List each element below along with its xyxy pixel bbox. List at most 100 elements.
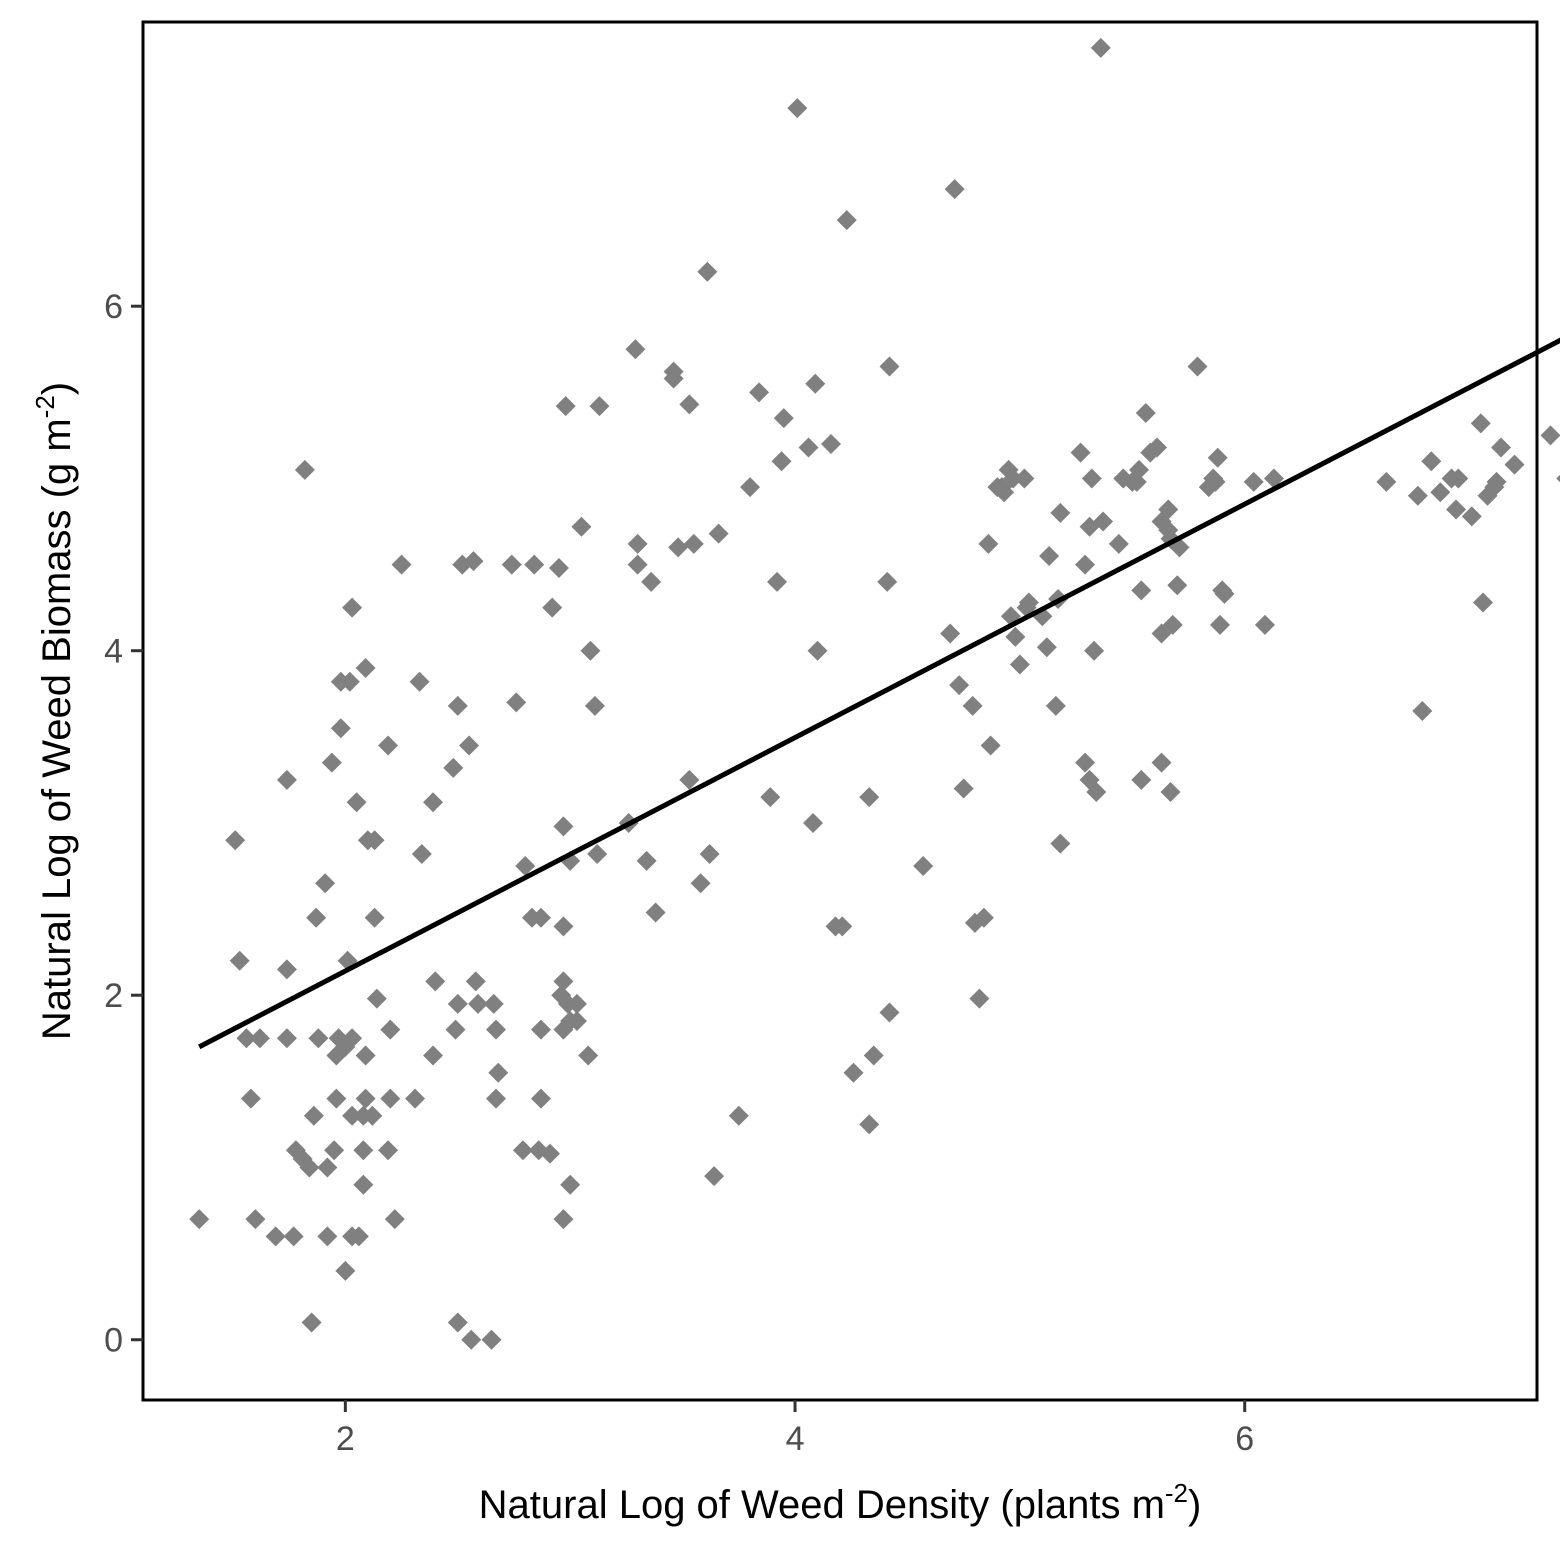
data-point <box>859 1114 880 1135</box>
data-point <box>877 571 898 592</box>
data-point <box>468 993 489 1014</box>
data-point <box>1045 695 1066 716</box>
data-point <box>353 1140 374 1161</box>
data-point <box>843 1062 864 1083</box>
data-point <box>699 843 720 864</box>
data-point <box>836 210 857 231</box>
x-axis-ticks: 2 4 6 <box>336 1400 1254 1458</box>
data-point <box>553 971 574 992</box>
data-point <box>1086 781 1107 802</box>
data-point <box>940 623 961 644</box>
data-point <box>488 1062 509 1083</box>
x-axis-title: Natural Log of Weed Density (plants m-2) <box>479 1478 1202 1527</box>
data-point <box>1018 592 1039 613</box>
data-point <box>805 373 826 394</box>
data-point <box>553 1209 574 1230</box>
data-point <box>506 692 527 713</box>
data-point <box>443 757 464 778</box>
data-point <box>1209 614 1230 635</box>
data-point <box>485 1019 506 1040</box>
data-point <box>767 571 788 592</box>
data-point <box>378 735 399 756</box>
data-point <box>1158 499 1179 520</box>
data-point <box>380 1019 401 1040</box>
data-point <box>1084 640 1105 661</box>
data-point <box>807 640 828 661</box>
data-point <box>1254 614 1275 635</box>
data-point <box>245 1209 266 1230</box>
y-tick-label: 6 <box>104 288 123 326</box>
x-tick-label: 6 <box>1235 1420 1254 1458</box>
data-point <box>411 843 432 864</box>
data-point <box>276 1028 297 1049</box>
data-point <box>485 1088 506 1109</box>
data-point <box>821 434 842 455</box>
data-point <box>1214 583 1235 604</box>
data-point <box>740 477 761 498</box>
data-point <box>969 988 990 1009</box>
data-point <box>645 902 666 923</box>
data-point <box>447 993 468 1014</box>
data-point <box>1421 451 1442 472</box>
data-point <box>641 571 662 592</box>
data-point <box>803 812 824 833</box>
data-point <box>560 1174 581 1195</box>
data-point <box>798 437 819 458</box>
data-point <box>697 261 718 282</box>
data-point <box>1470 413 1491 434</box>
data-point <box>913 856 934 877</box>
data-point <box>1129 459 1150 480</box>
data-point <box>1147 437 1168 458</box>
data-point <box>1556 474 1560 483</box>
data-point <box>1135 403 1156 424</box>
data-point <box>317 1157 338 1178</box>
data-point <box>1075 554 1096 575</box>
data-point <box>355 1088 376 1109</box>
data-point <box>973 907 994 928</box>
data-point <box>708 523 729 544</box>
data-point <box>1263 468 1284 489</box>
data-point <box>749 382 770 403</box>
data-point <box>346 792 367 813</box>
data-point <box>1412 701 1433 721</box>
data-point <box>189 1209 210 1230</box>
data-point <box>832 916 853 937</box>
data-point <box>225 830 246 851</box>
data-point <box>463 551 484 572</box>
y-tick-label: 2 <box>104 977 123 1015</box>
data-point <box>530 907 551 928</box>
data-point <box>773 408 794 429</box>
x-tick-label: 4 <box>786 1420 805 1458</box>
data-point <box>1070 442 1091 463</box>
data-point <box>324 1140 345 1161</box>
data-point <box>1009 654 1030 675</box>
data-point <box>364 907 385 928</box>
y-tick-label: 0 <box>104 1322 123 1360</box>
data-point <box>1540 425 1560 446</box>
data-point <box>391 554 412 575</box>
data-point <box>553 816 574 837</box>
data-point <box>1491 437 1512 458</box>
data-point <box>1167 575 1188 596</box>
data-point <box>524 554 545 575</box>
data-point <box>1151 752 1172 773</box>
data-point <box>317 1226 338 1247</box>
data-point <box>425 971 446 992</box>
data-point <box>405 1088 426 1109</box>
data-point <box>1014 468 1035 489</box>
data-point <box>1376 471 1397 492</box>
data-point <box>339 671 360 692</box>
data-point <box>663 368 684 389</box>
data-point <box>342 597 363 618</box>
data-point <box>515 856 536 877</box>
data-point <box>1050 502 1071 523</box>
data-point <box>229 950 250 971</box>
data-point <box>994 482 1015 503</box>
data-point <box>321 752 342 773</box>
data-point <box>1407 485 1428 506</box>
data-point <box>1131 769 1152 790</box>
data-point <box>1243 471 1264 492</box>
data-point <box>364 830 385 851</box>
data-point <box>530 1019 551 1040</box>
data-point <box>265 1226 286 1247</box>
